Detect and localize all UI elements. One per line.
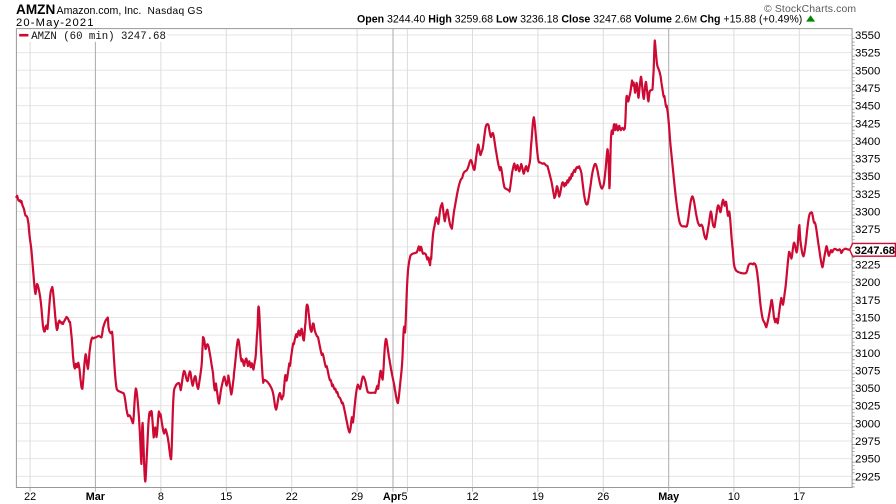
svg-text:© StockCharts.com: © StockCharts.com bbox=[764, 4, 856, 15]
svg-text:3175: 3175 bbox=[855, 295, 880, 307]
svg-text:29: 29 bbox=[351, 491, 363, 503]
svg-text:3225: 3225 bbox=[855, 259, 880, 271]
svg-text:2950: 2950 bbox=[855, 454, 880, 466]
svg-text:8: 8 bbox=[158, 491, 164, 503]
svg-text:22: 22 bbox=[24, 491, 36, 503]
svg-text:3325: 3325 bbox=[855, 189, 880, 201]
svg-text:22: 22 bbox=[286, 491, 298, 503]
svg-text:5: 5 bbox=[402, 491, 408, 503]
svg-text:3247.68: 3247.68 bbox=[855, 245, 895, 257]
svg-text:12: 12 bbox=[466, 491, 478, 503]
svg-text:3350: 3350 bbox=[855, 171, 880, 183]
svg-text:3400: 3400 bbox=[855, 136, 880, 148]
svg-text:Open 3244.40 High 3259.68 Low: Open 3244.40 High 3259.68 Low 3236.18 Cl… bbox=[357, 14, 802, 26]
svg-text:3375: 3375 bbox=[855, 154, 880, 166]
svg-text:10: 10 bbox=[728, 491, 740, 503]
svg-text:3300: 3300 bbox=[855, 207, 880, 219]
svg-text:20-May-2021: 20-May-2021 bbox=[16, 17, 95, 29]
svg-text:17: 17 bbox=[793, 491, 805, 503]
svg-text:3000: 3000 bbox=[855, 418, 880, 430]
svg-text:3275: 3275 bbox=[855, 224, 880, 236]
svg-text:May: May bbox=[658, 491, 679, 503]
svg-text:3150: 3150 bbox=[855, 312, 880, 324]
svg-text:Mar: Mar bbox=[86, 491, 106, 503]
svg-text:3050: 3050 bbox=[855, 383, 880, 395]
svg-text:3200: 3200 bbox=[855, 277, 880, 289]
svg-text:3425: 3425 bbox=[855, 118, 880, 130]
svg-text:3025: 3025 bbox=[855, 401, 880, 413]
svg-text:AMZN (60 min) 3247.68: AMZN (60 min) 3247.68 bbox=[31, 31, 166, 43]
svg-text:Amazon.com, Inc.: Amazon.com, Inc. bbox=[57, 5, 142, 17]
svg-text:3500: 3500 bbox=[855, 65, 880, 77]
svg-text:2925: 2925 bbox=[855, 471, 880, 483]
svg-text:Nasdaq GS: Nasdaq GS bbox=[148, 6, 203, 17]
svg-text:3525: 3525 bbox=[855, 48, 880, 60]
svg-text:3475: 3475 bbox=[855, 83, 880, 95]
svg-text:AMZN: AMZN bbox=[16, 2, 55, 17]
svg-text:26: 26 bbox=[597, 491, 609, 503]
svg-text:3075: 3075 bbox=[855, 365, 880, 377]
svg-text:2975: 2975 bbox=[855, 436, 880, 448]
svg-text:3125: 3125 bbox=[855, 330, 880, 342]
svg-text:Apr: Apr bbox=[383, 491, 402, 503]
svg-text:15: 15 bbox=[220, 491, 232, 503]
svg-text:3100: 3100 bbox=[855, 348, 880, 360]
svg-text:3450: 3450 bbox=[855, 101, 880, 113]
svg-text:3550: 3550 bbox=[855, 30, 880, 42]
svg-text:19: 19 bbox=[532, 491, 544, 503]
